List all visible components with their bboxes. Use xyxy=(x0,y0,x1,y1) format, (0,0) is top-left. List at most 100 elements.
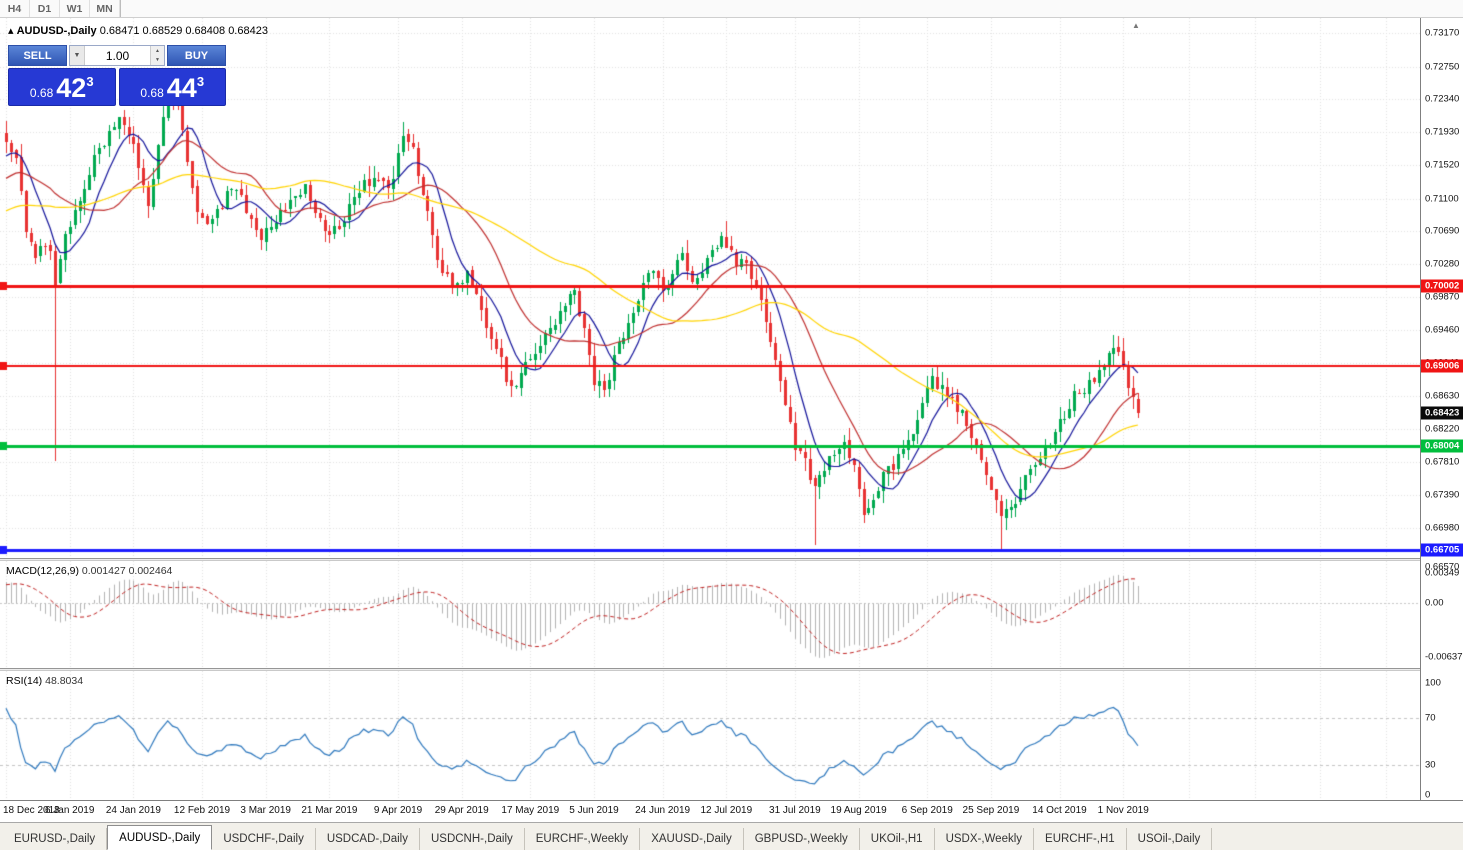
one-click-trading-widget: SELL ▼ 1.00 ▲ ▼ BUY 0.68 42 xyxy=(8,45,226,106)
macd-axis-tick: 0.00349 xyxy=(1425,567,1460,579)
date-axis: 18 Dec 2018 6 Jan 2019 24 Jan 2019 12 Feb 2… xyxy=(0,800,1463,822)
price-axis-tick: 0.72340 xyxy=(1425,93,1460,105)
volume-spin-down-icon[interactable]: ▼ xyxy=(151,55,164,65)
chart-symbol-title: AUDUSD-,Daily xyxy=(16,25,97,37)
date-axis-label: 14 Oct 2019 xyxy=(1032,805,1087,816)
rsi-axis-tick: 70 xyxy=(1425,712,1436,724)
sell-button[interactable]: SELL xyxy=(8,45,67,66)
chart-tab-usdx-weekly[interactable]: USDX-,Weekly xyxy=(935,828,1035,850)
date-axis-label: 12 Jul 2019 xyxy=(700,805,753,816)
date-axis-label: 9 Apr 2019 xyxy=(373,805,423,816)
trade-prices-row: 0.68 42 3 0.68 44 3 xyxy=(8,68,226,106)
date-axis-label: 21 Mar 2019 xyxy=(301,805,358,816)
macd-axis-tick: -0.00637 xyxy=(1425,651,1463,663)
price-axis-tick: 0.71100 xyxy=(1425,193,1459,205)
macd-indicator-panel: MACD(12,26,9) 0.001427 0.002464 xyxy=(0,561,1420,668)
chart-tab-audusd-daily[interactable]: AUDUSD-,Daily xyxy=(107,825,213,850)
macd-axis-tick: 0.00 xyxy=(1425,597,1444,609)
chart-tab-usoil-daily[interactable]: USOil-,Daily xyxy=(1127,828,1213,850)
volume-spin-up-icon[interactable]: ▲ xyxy=(151,46,164,56)
volume-combo: ▼ 1.00 ▲ ▼ xyxy=(69,45,165,66)
buy-button[interactable]: BUY xyxy=(167,45,226,66)
date-axis-label: 6 Jan 2019 xyxy=(44,805,95,816)
rsi-canvas[interactable] xyxy=(0,671,1420,800)
macd-name: MACD(12,26,9) xyxy=(6,565,79,577)
chart-ohlc-values: 0.68471 0.68529 0.68408 0.68423 xyxy=(99,25,268,37)
price-axis-tick: 0.71930 xyxy=(1425,126,1460,138)
date-axis-label: 12 Feb 2019 xyxy=(173,805,231,816)
timeframe-button-d1[interactable]: D1 xyxy=(30,0,60,17)
volume-spinner[interactable]: ▲ ▼ xyxy=(150,46,164,65)
sell-price-display[interactable]: 0.68 42 3 xyxy=(8,68,116,106)
price-axis-tick: 0.69870 xyxy=(1425,291,1460,303)
chart-tab-usdchf-daily[interactable]: USDCHF-,Daily xyxy=(212,828,316,850)
buy-price-prefix: 0.68 xyxy=(140,86,164,100)
price-axis-tick: 0.73170 xyxy=(1425,27,1460,39)
rsi-axis-tick: 30 xyxy=(1425,759,1436,771)
chart-title: ▴ AUDUSD-,Daily 0.68471 0.68529 0.68408 … xyxy=(8,24,268,37)
price-axis-tick: 0.68220 xyxy=(1425,423,1460,435)
trade-buttons-row: SELL ▼ 1.00 ▲ ▼ BUY xyxy=(8,45,226,66)
chart-tab-ukoil-h1[interactable]: UKOil-,H1 xyxy=(860,828,935,850)
rsi-label: RSI(14) 48.8034 xyxy=(6,675,83,687)
buy-price-pips: 44 xyxy=(166,73,197,103)
main-chart-panel: ▴ AUDUSD-,Daily 0.68471 0.68529 0.68408 … xyxy=(0,18,1420,558)
date-axis-label: 3 Mar 2019 xyxy=(240,805,291,816)
price-axis-tick: 0.66980 xyxy=(1425,522,1460,534)
date-axis-label: 18 Dec 2018 xyxy=(3,805,60,816)
date-axis-label: 25 Sep 2019 xyxy=(962,805,1020,816)
macd-values: 0.001427 0.002464 xyxy=(81,565,173,577)
chart-tab-eurusd-daily[interactable]: EURUSD-,Daily xyxy=(3,828,108,850)
rsi-name: RSI(14) xyxy=(6,675,43,687)
sell-price-pips: 42 xyxy=(56,73,87,103)
date-axis-label: 29 Apr 2019 xyxy=(434,805,489,816)
chart-workspace: ▴ AUDUSD-,Daily 0.68471 0.68529 0.68408 … xyxy=(0,18,1463,822)
price-axis: 0.73170 0.72750 0.72340 0.71930 0.71520 0.711… xyxy=(1420,18,1463,801)
chart-tab-xauusd-daily[interactable]: XAUUSD-,Daily xyxy=(640,828,744,850)
macd-label: MACD(12,26,9) 0.001427 0.002464 xyxy=(6,565,172,577)
panel-splitter[interactable] xyxy=(0,558,1463,561)
date-axis-label: 31 Jul 2019 xyxy=(769,805,821,816)
sell-price-point: 3 xyxy=(86,74,94,89)
price-axis-tick: 0.70690 xyxy=(1425,225,1460,237)
chart-tab-usdcad-daily[interactable]: USDCAD-,Daily xyxy=(316,828,420,850)
hline-price-badge: 0.68004 xyxy=(1421,439,1463,453)
volume-input[interactable]: 1.00 xyxy=(105,48,130,63)
date-axis-label: 6 Sep 2019 xyxy=(901,805,953,816)
timeframe-button-h4[interactable]: H4 xyxy=(0,0,30,17)
buy-price-display[interactable]: 0.68 44 3 xyxy=(118,68,226,106)
timeframe-toolbar: H4 D1 W1 MN xyxy=(0,0,1463,18)
main-chart-canvas[interactable] xyxy=(0,18,1420,558)
timeframe-button-mn[interactable]: MN xyxy=(90,0,120,17)
chart-tab-gbpusd-weekly[interactable]: GBPUSD-,Weekly xyxy=(744,828,860,850)
volume-dropdown-icon[interactable]: ▼ xyxy=(70,46,85,65)
date-axis-label: 19 Aug 2019 xyxy=(830,805,887,816)
chart-tab-eurchf-h1[interactable]: EURCHF-,H1 xyxy=(1034,828,1127,850)
price-axis-tick: 0.68630 xyxy=(1425,390,1460,402)
chart-title-marker-icon: ▴ xyxy=(8,25,14,37)
timeframe-button-w1[interactable]: W1 xyxy=(60,0,90,17)
rsi-axis-tick: 0 xyxy=(1425,789,1431,801)
price-axis-tick: 0.66570 xyxy=(1425,561,1460,573)
chart-tab-usdcnh-daily[interactable]: USDCNH-,Daily xyxy=(420,828,525,850)
hline-price-badge: 0.70002 xyxy=(1421,279,1463,293)
date-axis-label: 5 Jun 2019 xyxy=(569,805,619,816)
rsi-indicator-panel: RSI(14) 48.8034 xyxy=(0,671,1420,800)
buy-price-point: 3 xyxy=(196,74,205,89)
price-axis-tick: 0.67810 xyxy=(1425,456,1460,468)
panel-splitter[interactable] xyxy=(0,668,1463,671)
macd-canvas[interactable] xyxy=(0,561,1420,668)
rsi-current-value: 48.8034 xyxy=(45,675,84,687)
chart-tab-bar: EURUSD-,Daily AUDUSD-,Daily USDCHF-,Daily U… xyxy=(0,822,1463,850)
chart-tab-eurchf-weekly[interactable]: EURCHF-,Weekly xyxy=(525,828,641,850)
price-axis-tick: 0.70280 xyxy=(1425,258,1460,270)
date-axis-label: 24 Jan 2019 xyxy=(105,805,161,816)
price-axis-tick: 0.67390 xyxy=(1425,489,1460,501)
rsi-axis-tick: 100 xyxy=(1425,677,1441,689)
price-axis-tick: 0.69460 xyxy=(1425,324,1460,336)
price-axis-tick: 0.72750 xyxy=(1425,61,1460,73)
current-price-badge: 0.68423 xyxy=(1421,406,1463,420)
chart-shift-marker-icon[interactable]: ▲ xyxy=(1132,21,1140,30)
price-axis-tick: 0.71520 xyxy=(1425,159,1460,171)
